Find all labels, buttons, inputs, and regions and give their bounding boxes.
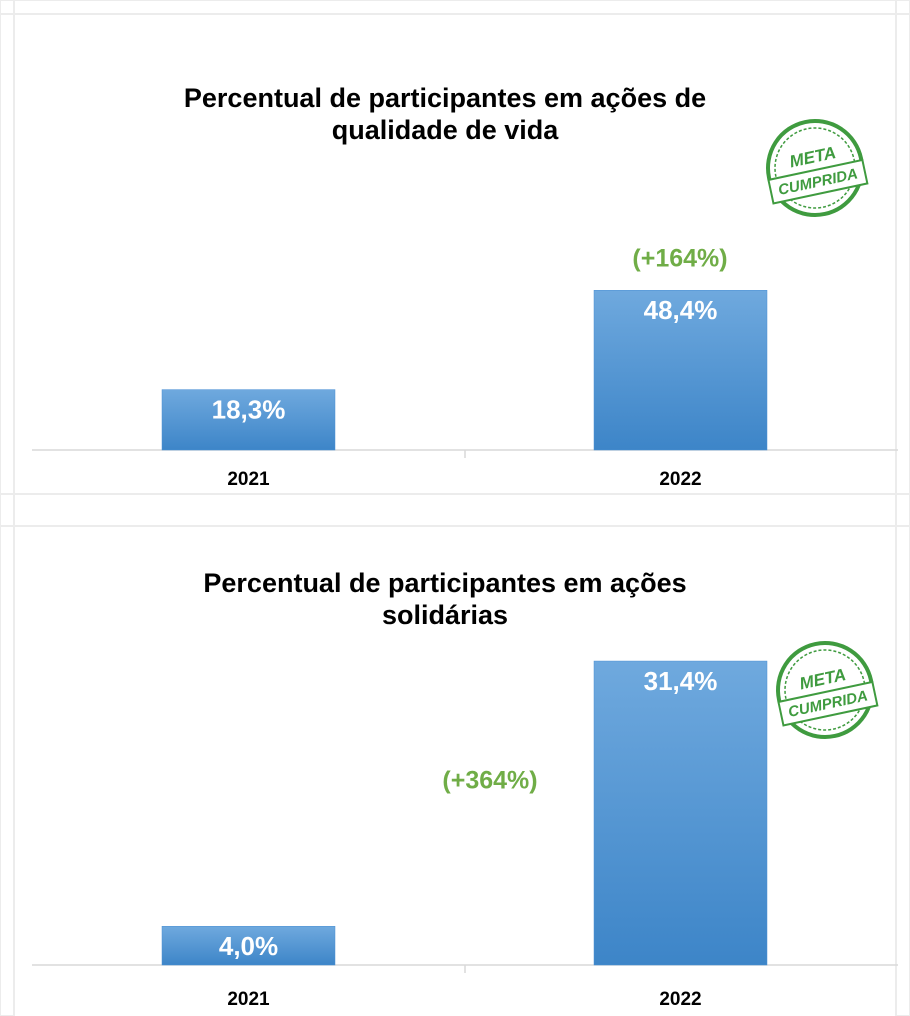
stamp-band: [777, 680, 879, 727]
chart-title: qualidade de vida: [332, 115, 560, 145]
x-tick-label: 2021: [227, 469, 270, 490]
value-label: 31,4%: [644, 666, 718, 696]
value-label: 18,3%: [212, 394, 286, 424]
annotation: (+164%): [632, 245, 727, 273]
stamp-ring: [784, 649, 866, 731]
annotation: (+364%): [442, 767, 537, 795]
bar: [161, 389, 336, 451]
chart-title: Percentual de participantes em ações: [203, 568, 686, 598]
value-label: 4,0%: [219, 931, 278, 961]
bar: [593, 290, 768, 451]
stamp-band: [767, 158, 869, 205]
x-tick-label: 2021: [227, 989, 270, 1010]
x-tick-label: 2022: [659, 989, 701, 1010]
bar: [593, 660, 768, 966]
bar: [161, 926, 336, 966]
stamp-ring: [766, 119, 864, 217]
stamp-ring: [776, 641, 874, 739]
chart-title: Percentual de participantes em ações de: [184, 83, 706, 113]
stamp-ring: [774, 127, 856, 209]
chart-title: solidárias: [382, 600, 508, 630]
x-tick-label: 2022: [659, 469, 701, 490]
value-label: 48,4%: [644, 295, 718, 325]
